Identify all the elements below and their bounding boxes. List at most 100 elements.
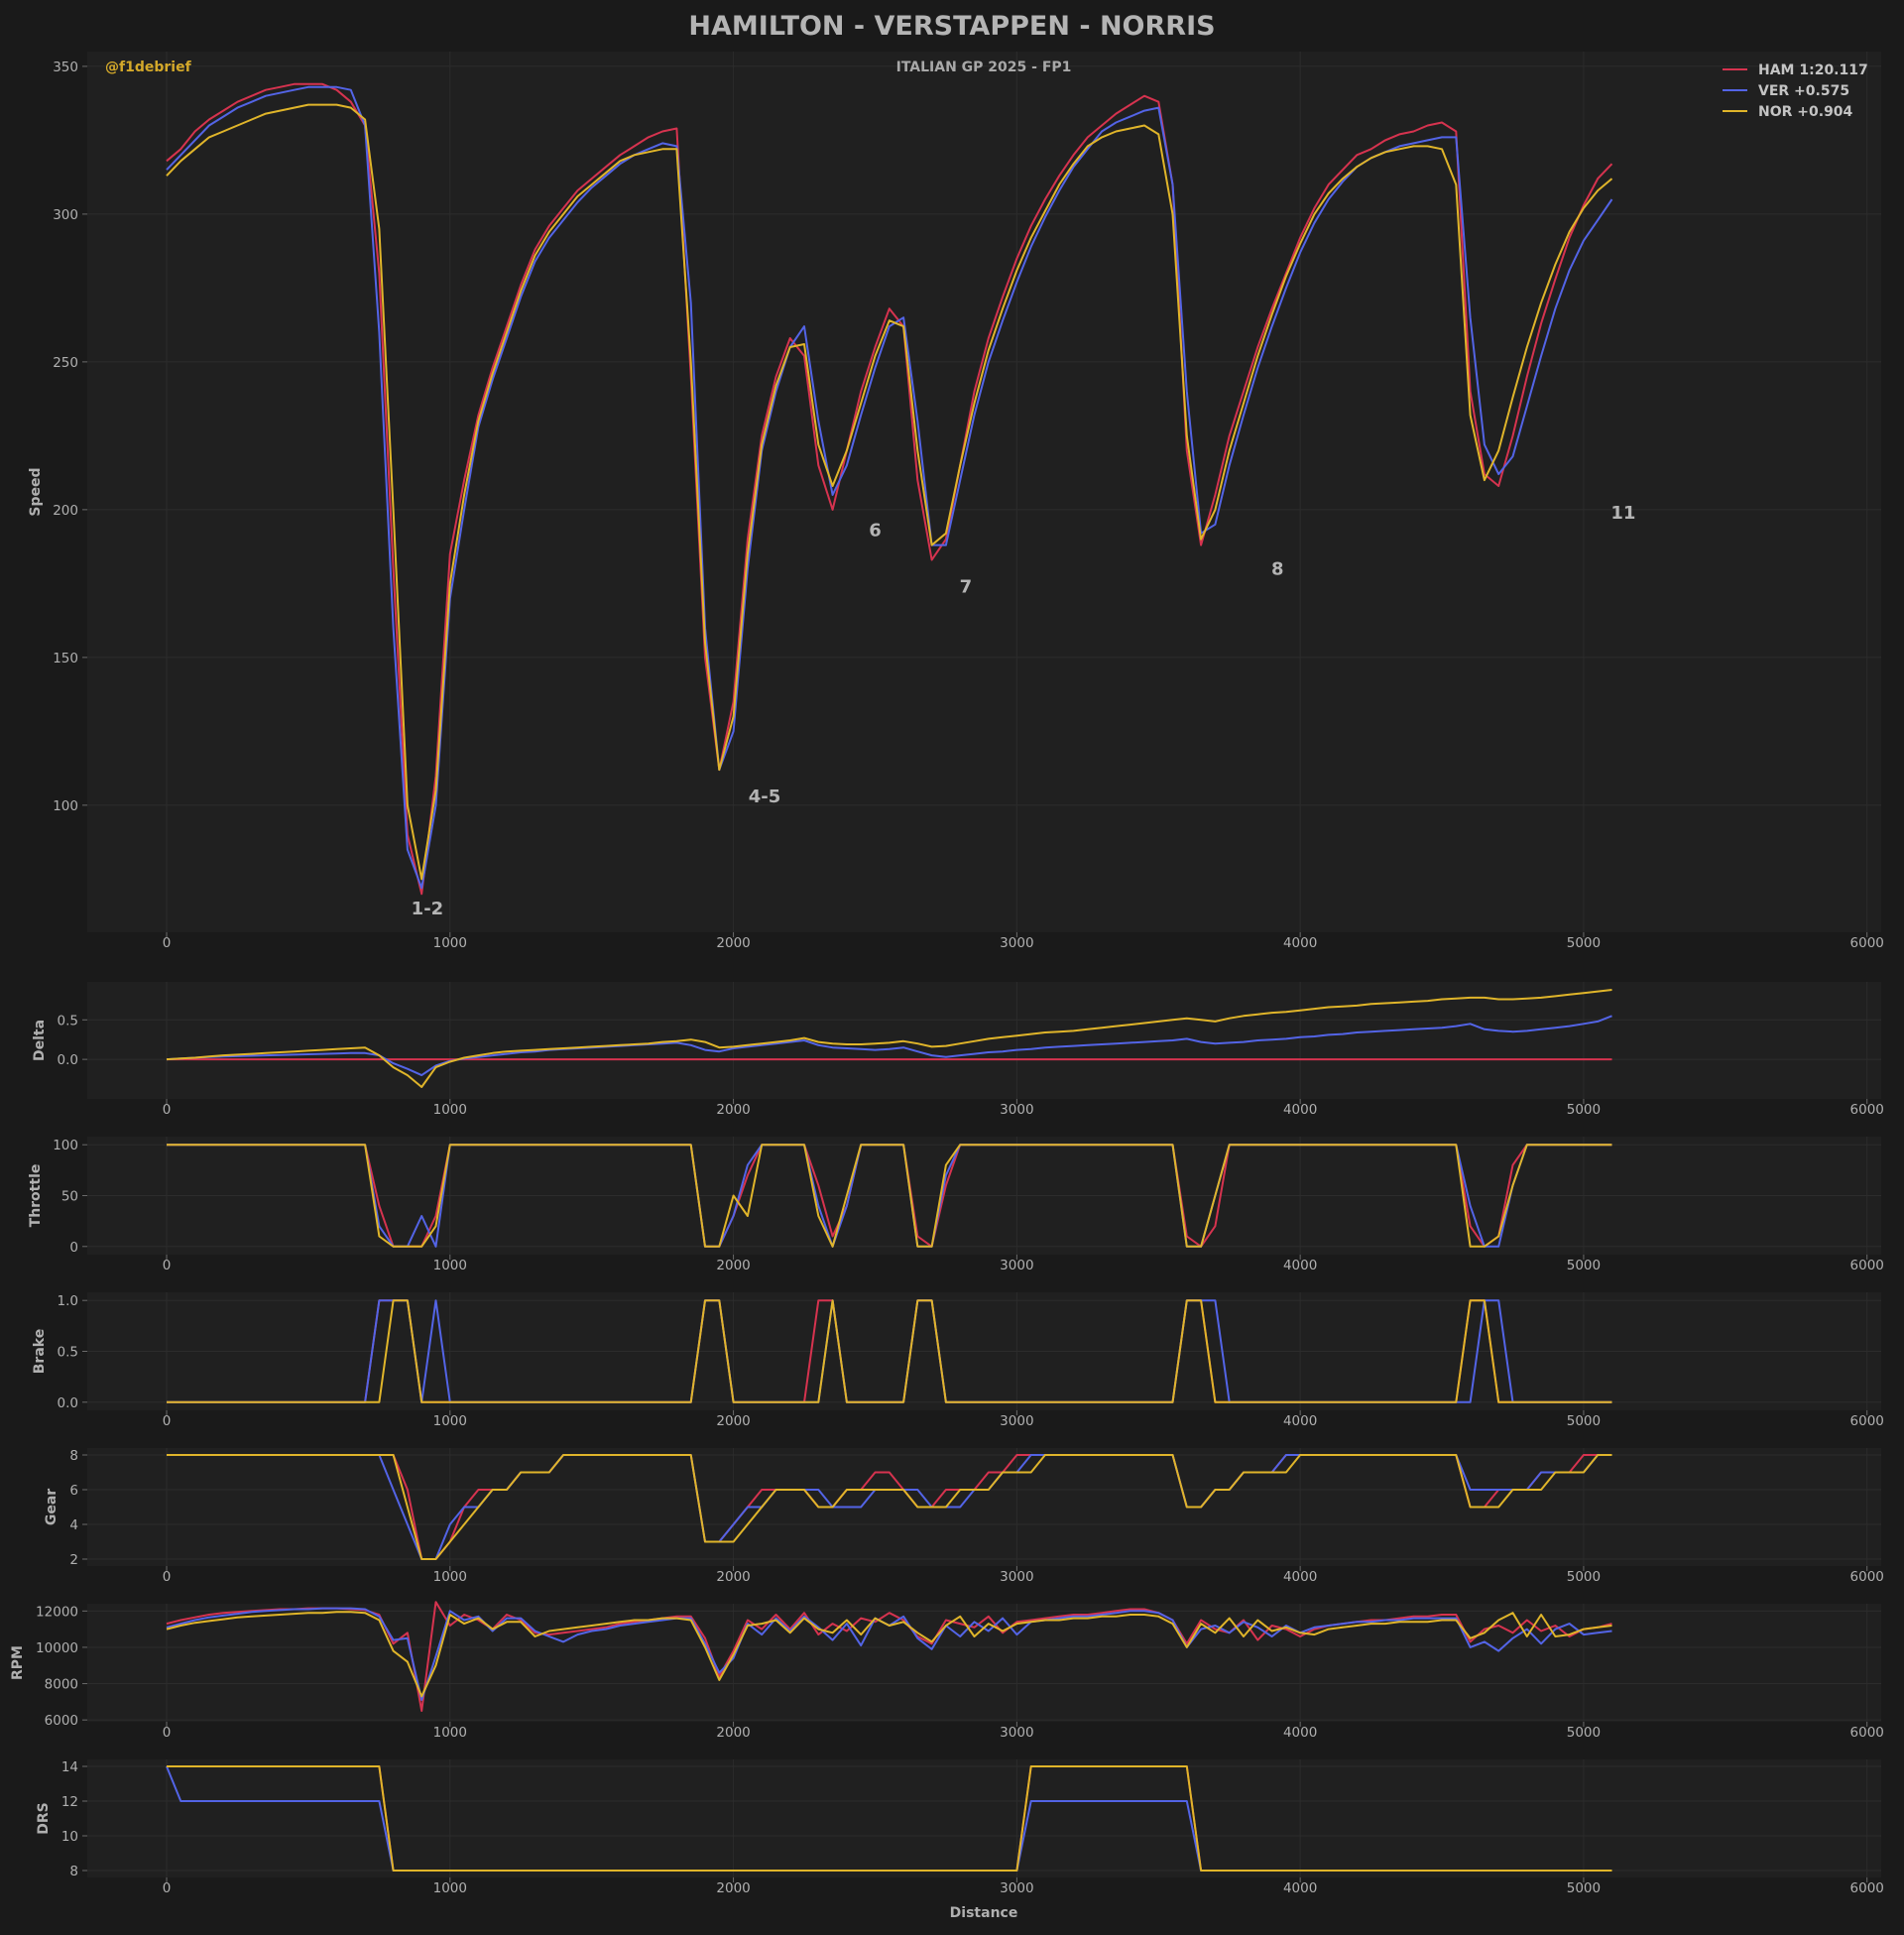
drs-x-tick-label: 1000 xyxy=(433,1880,467,1896)
delta-series-ver xyxy=(166,1015,1612,1077)
speed-y-tick-label: 100 xyxy=(53,798,78,814)
speed-y-tick-label: 200 xyxy=(53,503,78,519)
legend-label-ver: VER +0.575 xyxy=(1758,83,1849,99)
throttle-x-tick-label: 5000 xyxy=(1567,1258,1601,1273)
brake-x-tick-label: 4000 xyxy=(1283,1413,1317,1429)
delta-series-nor xyxy=(166,989,1612,1088)
gear-x-tick-label: 0 xyxy=(163,1569,172,1585)
throttle-y-tick-label: 50 xyxy=(61,1189,78,1205)
drs-x-tick-label: 5000 xyxy=(1567,1880,1601,1896)
speed-panel: 0 1000 2000 3000 4000 5000 6000 100 150 200 250 300… xyxy=(28,52,1884,951)
drs-series-nor xyxy=(167,1765,1612,1872)
session-subtitle: ITALIAN GP 2025 - FP1 xyxy=(896,60,1072,75)
drs-x-tick-label: 3000 xyxy=(1000,1880,1033,1896)
brake-x-tick-label: 3000 xyxy=(1000,1413,1033,1429)
delta-y-tick-label: 0.0 xyxy=(58,1052,78,1068)
drs-y-axis-label: DRS xyxy=(36,1802,52,1834)
corner-label-11: 11 xyxy=(1610,503,1635,524)
throttle-x-tick-label: 6000 xyxy=(1850,1258,1884,1273)
drs-x-tick-label: 2000 xyxy=(716,1880,750,1896)
speed-x-tick-label: 1000 xyxy=(433,935,467,951)
rpm-y-tick-label: 12000 xyxy=(36,1604,78,1620)
throttle-x-tick-label: 4000 xyxy=(1283,1258,1317,1273)
brake-x-tick-label: 2000 xyxy=(716,1413,750,1429)
throttle-x-tick-label: 2000 xyxy=(716,1258,750,1273)
gear-x-tick-label: 6000 xyxy=(1850,1569,1884,1585)
gear-plot-area xyxy=(87,1448,1881,1566)
drs-x-tick-label: 0 xyxy=(163,1880,172,1896)
corner-label-6: 6 xyxy=(869,521,882,542)
throttle-x-tick-label: 3000 xyxy=(1000,1258,1033,1273)
throttle-y-tick-label: 100 xyxy=(53,1138,78,1153)
rpm-series-nor xyxy=(166,1611,1612,1698)
brake-x-tick-label: 1000 xyxy=(433,1413,467,1429)
rpm-y-axis-label: RPM xyxy=(10,1645,26,1680)
throttle-x-tick-label: 0 xyxy=(163,1258,172,1273)
rpm-x-tick-label: 5000 xyxy=(1567,1725,1601,1741)
brake-x-tick-label: 6000 xyxy=(1850,1413,1884,1429)
rpm-x-tick-label: 3000 xyxy=(1000,1725,1033,1741)
gear-y-axis-label: Gear xyxy=(44,1489,60,1525)
delta-x-tick-label: 3000 xyxy=(1000,1102,1033,1118)
speed-y-tick-label: 300 xyxy=(53,207,78,223)
speed-series-nor xyxy=(166,103,1613,881)
rpm-x-tick-label: 1000 xyxy=(433,1725,467,1741)
speed-x-tick-label: 4000 xyxy=(1283,935,1317,951)
corner-label-7: 7 xyxy=(960,576,973,597)
brake-y-tick-label: 1.0 xyxy=(58,1293,78,1309)
gear-panel: 0 1000 2000 3000 4000 5000 6000 2 4 6 8 Gear xyxy=(44,1448,1884,1585)
x-axis-label: Distance xyxy=(950,1905,1018,1921)
rpm-y-tick-label: 10000 xyxy=(36,1640,78,1656)
speed-x-tick-label: 3000 xyxy=(1000,935,1033,951)
drs-y-tick-label: 14 xyxy=(61,1759,78,1775)
rpm-y-tick-label: 6000 xyxy=(45,1713,78,1729)
delta-y-axis-label: Delta xyxy=(32,1020,48,1061)
gear-series-nor xyxy=(167,1454,1612,1560)
corner-label-8: 8 xyxy=(1271,558,1284,579)
delta-x-tick-label: 2000 xyxy=(716,1102,750,1118)
drs-x-tick-label: 4000 xyxy=(1283,1880,1317,1896)
gear-x-tick-label: 3000 xyxy=(1000,1569,1033,1585)
throttle-panel: 0 1000 2000 3000 4000 5000 6000 0 50 100 Throttle xyxy=(28,1137,1884,1273)
drs-y-tick-label: 10 xyxy=(61,1829,78,1845)
delta-x-tick-label: 4000 xyxy=(1283,1102,1317,1118)
corner-label-1-2: 1-2 xyxy=(412,899,444,919)
gear-y-tick-label: 4 xyxy=(69,1517,78,1533)
rpm-x-tick-label: 6000 xyxy=(1850,1725,1884,1741)
throttle-series-nor xyxy=(167,1144,1612,1248)
rpm-x-tick-label: 0 xyxy=(163,1725,172,1741)
rpm-x-tick-label: 4000 xyxy=(1283,1725,1317,1741)
corner-label-4-5: 4-5 xyxy=(749,786,781,807)
rpm-y-tick-label: 8000 xyxy=(45,1677,78,1693)
rpm-x-tick-label: 2000 xyxy=(716,1725,750,1741)
brake-y-tick-label: 0.0 xyxy=(58,1395,78,1411)
gear-y-tick-label: 2 xyxy=(69,1552,78,1568)
drs-y-tick-label: 8 xyxy=(69,1864,78,1879)
gear-y-tick-label: 6 xyxy=(69,1483,78,1499)
brake-series-nor xyxy=(167,1299,1612,1403)
gear-x-tick-label: 4000 xyxy=(1283,1569,1317,1585)
speed-y-axis-label: Speed xyxy=(28,467,44,516)
speed-plot-area xyxy=(87,52,1881,932)
gear-x-tick-label: 1000 xyxy=(433,1569,467,1585)
speed-y-tick-label: 350 xyxy=(53,60,78,75)
drs-plot-area xyxy=(87,1759,1881,1877)
rpm-series-ham xyxy=(166,1601,1612,1712)
brake-y-axis-label: Brake xyxy=(32,1329,48,1374)
throttle-y-axis-label: Throttle xyxy=(28,1164,44,1228)
delta-x-tick-label: 5000 xyxy=(1567,1102,1601,1118)
speed-y-tick-label: 150 xyxy=(53,651,78,666)
rpm-plot-area xyxy=(87,1604,1881,1722)
legend-label-nor: NOR +0.904 xyxy=(1758,104,1853,120)
drs-x-tick-label: 6000 xyxy=(1850,1880,1884,1896)
chart-panels: 0 1000 2000 3000 4000 5000 6000100150200250300… xyxy=(10,52,1884,1896)
delta-x-tick-label: 1000 xyxy=(433,1102,467,1118)
delta-y-tick-label: 0.5 xyxy=(58,1013,78,1028)
brake-y-tick-label: 0.5 xyxy=(58,1345,78,1361)
throttle-x-tick-label: 1000 xyxy=(433,1258,467,1273)
brake-x-tick-label: 5000 xyxy=(1567,1413,1601,1429)
throttle-y-tick-label: 0 xyxy=(69,1240,78,1256)
watermark: @f1debrief xyxy=(105,60,192,75)
delta-x-tick-label: 0 xyxy=(163,1102,172,1118)
